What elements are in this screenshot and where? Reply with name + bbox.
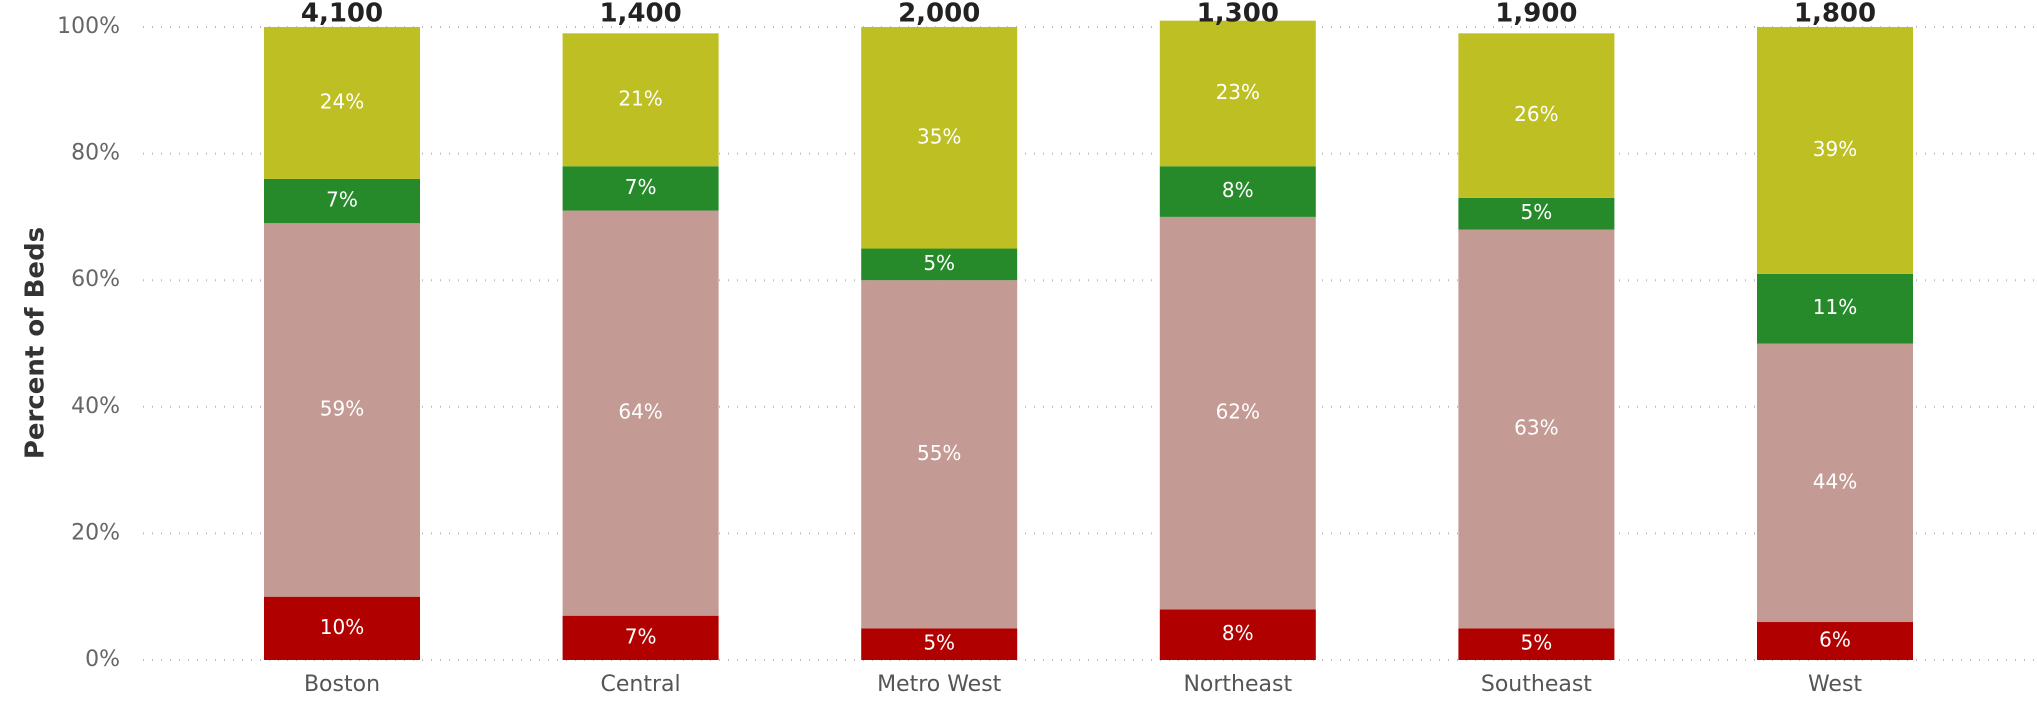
bar-segment <box>1757 27 1913 274</box>
bar-segment <box>861 280 1018 629</box>
bar-segment <box>1757 622 1913 660</box>
data-label: 24% <box>320 89 364 113</box>
bar-segment <box>1159 20 1316 167</box>
y-tick-label: 20% <box>71 520 120 545</box>
bar-segment <box>1458 628 1615 660</box>
data-label: 10% <box>320 615 364 639</box>
x-tick-label: Southeast <box>1481 672 1592 697</box>
data-label: 5% <box>923 251 955 275</box>
bar-segment <box>1458 33 1615 198</box>
y-tick-label: 80% <box>71 141 120 166</box>
data-label: 59% <box>320 396 364 420</box>
data-label: 7% <box>625 624 657 648</box>
data-label: 21% <box>618 86 662 110</box>
data-label: 5% <box>1521 631 1553 655</box>
data-label: 26% <box>1514 102 1558 126</box>
x-tick-label: West <box>1808 672 1862 697</box>
y-tick-label: 60% <box>71 267 120 292</box>
bar-segment <box>861 628 1018 660</box>
y-axis-title: Percent of Beds <box>21 227 51 459</box>
x-tick-label: Northeast <box>1183 672 1292 697</box>
y-tick-label: 0% <box>85 647 120 672</box>
data-label: 7% <box>625 175 657 199</box>
data-label: 5% <box>923 631 955 655</box>
total-label: 4,100 <box>301 0 383 29</box>
x-tick-label: Boston <box>304 672 380 697</box>
bar-segment <box>562 210 719 616</box>
bar-segment <box>264 596 420 660</box>
data-label: 8% <box>1222 178 1254 202</box>
bar-segment <box>861 248 1018 281</box>
data-label: 55% <box>917 441 961 465</box>
data-label: 44% <box>1813 469 1857 493</box>
bar-segment <box>264 223 420 597</box>
bar-segment <box>562 615 719 660</box>
bar-segment <box>1458 197 1615 230</box>
bar-segment <box>264 178 420 224</box>
bar-segment <box>264 27 420 179</box>
data-label: 7% <box>326 188 358 212</box>
total-label: 2,000 <box>898 0 980 29</box>
bar-segment <box>562 33 719 167</box>
bar-segment <box>861 27 1018 249</box>
data-label: 5% <box>1521 200 1553 224</box>
total-label: 1,900 <box>1495 0 1577 29</box>
data-label: 62% <box>1216 400 1260 424</box>
bar-segment <box>1757 343 1913 623</box>
data-label: 63% <box>1514 415 1558 439</box>
bar-segment <box>1159 609 1316 660</box>
data-label: 23% <box>1216 80 1260 104</box>
bar-segment <box>1159 166 1316 217</box>
data-label: 64% <box>618 400 662 424</box>
total-label: 1,300 <box>1197 0 1279 29</box>
total-label: 1,400 <box>599 0 681 29</box>
x-tick-label: Metro West <box>877 672 1002 697</box>
data-label: 8% <box>1222 621 1254 645</box>
x-tick-label: Central <box>601 672 681 697</box>
data-label: 39% <box>1813 137 1857 161</box>
data-label: 35% <box>917 124 961 148</box>
bar-segment <box>562 166 719 211</box>
y-tick-label: 40% <box>71 394 120 419</box>
bar-segment <box>1159 216 1316 610</box>
bar-segment <box>1757 273 1913 344</box>
data-label: 6% <box>1819 628 1851 652</box>
bar-segment <box>1458 229 1615 629</box>
total-label: 1,800 <box>1794 0 1876 29</box>
y-tick-label: 100% <box>57 14 120 39</box>
data-label: 11% <box>1813 295 1857 319</box>
